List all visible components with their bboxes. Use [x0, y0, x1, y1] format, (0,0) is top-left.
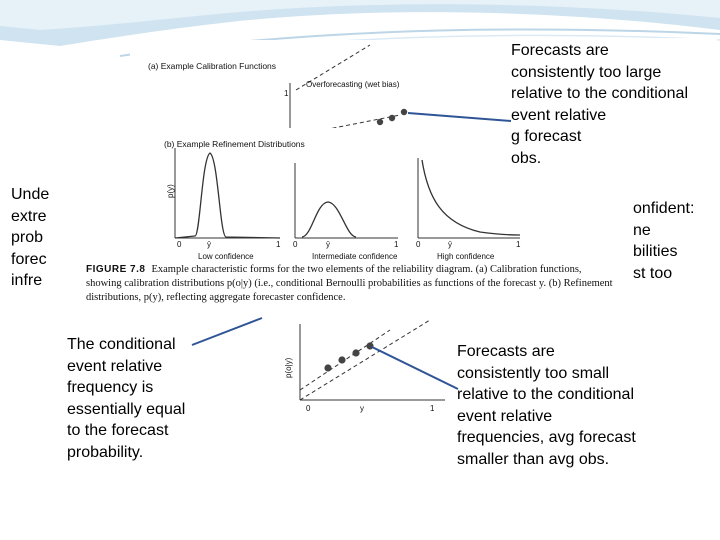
callout-left-partial: Unde extre prob forec infre: [11, 186, 50, 289]
caption-label: FIGURE 7.8: [86, 264, 146, 275]
low-x-one: 1: [276, 240, 281, 249]
low-x-ybar: ȳ: [207, 240, 211, 249]
overforecasting-label: Overforecasting (wet bias): [306, 80, 400, 89]
low-x-zero: 0: [177, 240, 182, 249]
caption-text: Example characteristic forms for the two…: [86, 264, 613, 303]
callout-top-right-bg: [505, 38, 717, 128]
high-x-ybar: ȳ: [448, 240, 452, 249]
mid-x-one: 1: [394, 240, 399, 249]
lower-x-y: y: [360, 404, 364, 413]
mid-x-zero: 0: [293, 240, 298, 249]
arrow-bottom-right: [371, 346, 459, 390]
calibration-point: [338, 356, 346, 364]
calibration-panel-bottom: p(o|y) 0 y 1: [270, 318, 450, 418]
high-x-one: 1: [516, 240, 521, 249]
callout-top-right: Forecasts are consistently too large rel…: [511, 42, 688, 167]
arrow-top-right: [407, 112, 512, 122]
intermediate-confidence-curve: [301, 201, 357, 238]
calibration-point: [400, 108, 408, 116]
calibration-panel-top: [130, 40, 510, 140]
calibration-point: [376, 118, 384, 126]
panel-a-title: (a) Example Calibration Functions: [148, 61, 277, 71]
callout-right-partial: onfident: ne bilities st too: [633, 200, 695, 282]
intermediate-confidence-label: Intermediate confidence: [312, 252, 398, 261]
arrow-middle-left: [191, 317, 263, 346]
high-x-zero: 0: [416, 240, 421, 249]
refinement-figure: (b) Example Refinement Distributions p(y…: [80, 128, 620, 305]
low-confidence-label: Low confidence: [198, 252, 254, 261]
high-confidence-label: High confidence: [437, 252, 495, 261]
mid-x-ybar: ȳ: [326, 240, 330, 249]
y-axis-one-label: 1: [284, 89, 289, 98]
callout-middle-left: The conditional event relative frequency…: [67, 336, 186, 461]
lower-x-one: 1: [430, 404, 435, 413]
panel-b-title: (b) Example Refinement Distributions: [164, 139, 305, 149]
low-confidence-curve: [174, 152, 281, 239]
calibration-point: [388, 114, 396, 122]
figure-caption: FIGURE 7.8 Example characteristic forms f…: [86, 263, 616, 305]
calibration-point: [352, 349, 360, 357]
lower-x-zero: 0: [306, 404, 311, 413]
high-confidence-curve: [421, 159, 521, 236]
calibration-point: [324, 364, 332, 372]
callout-bottom-right: Forecasts are consistently too small rel…: [457, 343, 636, 468]
refinement-plots: [174, 148, 521, 239]
